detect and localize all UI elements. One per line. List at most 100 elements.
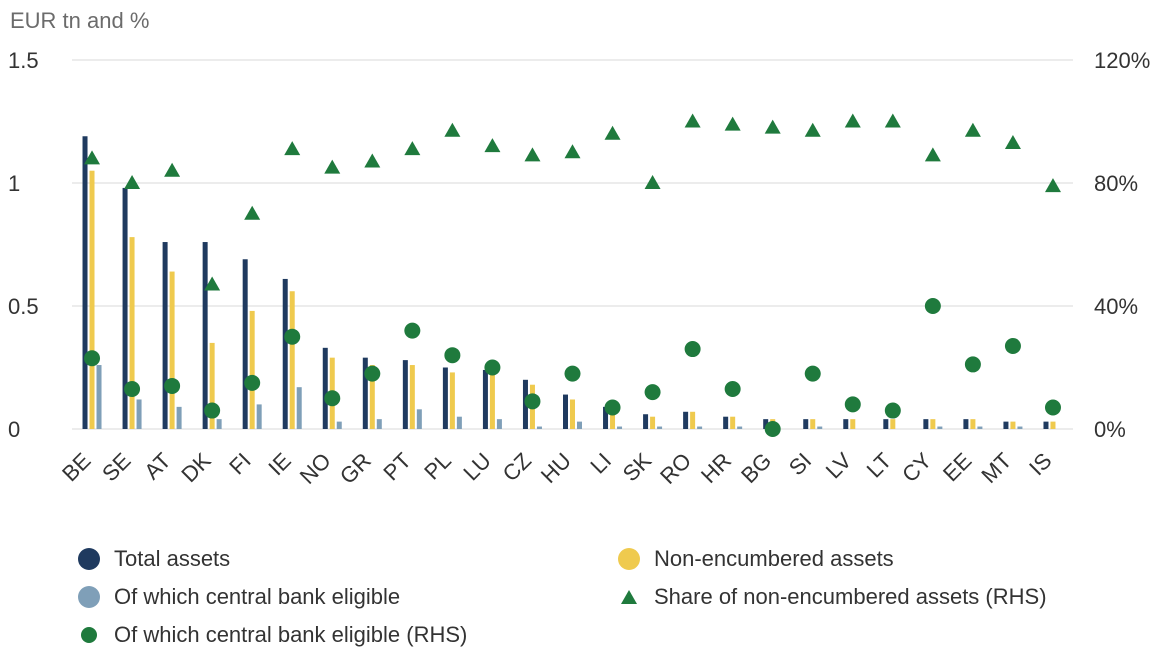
left-axis-tick-label-1: 1 bbox=[8, 171, 20, 196]
bar-total-assets-pl bbox=[442, 367, 448, 429]
point-share-of-non-encumbered-assets-rhs-cz bbox=[524, 147, 541, 162]
bar-total-assets-dk bbox=[202, 242, 208, 429]
x-axis-label-hu: HU bbox=[536, 448, 576, 488]
point-of-which-central-bank-eligible-rhs-se bbox=[124, 381, 141, 398]
point-share-of-non-encumbered-assets-rhs-bg bbox=[764, 119, 781, 134]
point-of-which-central-bank-eligible-rhs-mt bbox=[1004, 337, 1021, 354]
bar-total-assets-mt bbox=[1003, 421, 1009, 429]
bar-total-assets-lu bbox=[482, 369, 488, 429]
x-axis-label-is: IS bbox=[1024, 448, 1056, 480]
x-axis-label-at: AT bbox=[139, 448, 175, 484]
bar-of-which-central-bank-eligible-se bbox=[136, 399, 142, 429]
bar-total-assets-is bbox=[1043, 421, 1049, 429]
point-of-which-central-bank-eligible-rhs-lu bbox=[484, 359, 501, 376]
point-share-of-non-encumbered-assets-rhs-be bbox=[84, 150, 101, 165]
bar-total-assets-hr bbox=[723, 416, 729, 429]
x-axis-label-bg: BG bbox=[736, 448, 776, 488]
legend-triangle-icon bbox=[621, 590, 637, 604]
point-share-of-non-encumbered-assets-rhs-hu bbox=[564, 144, 581, 159]
bar-of-which-central-bank-eligible-pl bbox=[456, 416, 462, 429]
point-share-of-non-encumbered-assets-rhs-mt bbox=[1004, 135, 1021, 150]
bar-of-which-central-bank-eligible-be bbox=[96, 365, 102, 429]
legend-item-central-bank-eligible: Of which central bank eligible bbox=[78, 582, 400, 612]
bar-of-which-central-bank-eligible-lu bbox=[496, 419, 502, 429]
bar-of-which-central-bank-eligible-hr bbox=[737, 426, 743, 429]
unit-label: EUR tn and % bbox=[10, 8, 150, 33]
bar-of-which-central-bank-eligible-sk bbox=[657, 426, 663, 429]
bar-non-encumbered-assets-hr bbox=[730, 416, 736, 429]
x-axis-label-cy: CY bbox=[897, 448, 937, 488]
bar-non-encumbered-assets-be bbox=[89, 170, 95, 429]
legend-label-share-rhs: Share of non-encumbered assets (RHS) bbox=[654, 584, 1047, 609]
legend-label-central-bank-eligible-rhs: Of which central bank eligible (RHS) bbox=[114, 622, 468, 647]
bar-of-which-central-bank-eligible-ee bbox=[977, 426, 983, 429]
right-axis-tick-label-0: 0% bbox=[1094, 417, 1126, 442]
x-axis-label-se: SE bbox=[97, 448, 135, 486]
bar-of-which-central-bank-eligible-gr bbox=[376, 419, 382, 429]
point-of-which-central-bank-eligible-rhs-be bbox=[84, 350, 101, 367]
legend-item-non-encumbered-assets: Non-encumbered assets bbox=[618, 544, 894, 574]
bar-non-encumbered-assets-sk bbox=[650, 416, 656, 429]
point-of-which-central-bank-eligible-rhs-ie bbox=[284, 328, 301, 345]
legend-swatch-non-encumbered-assets bbox=[618, 548, 640, 570]
point-of-which-central-bank-eligible-rhs-hr bbox=[724, 381, 741, 398]
bar-of-which-central-bank-eligible-hu bbox=[577, 421, 582, 429]
x-axis-label-mt: MT bbox=[976, 448, 1016, 488]
bar-total-assets-bg bbox=[763, 419, 769, 429]
bar-non-encumbered-assets-lu bbox=[489, 374, 495, 429]
x-axis-label-no: NO bbox=[295, 448, 336, 489]
point-of-which-central-bank-eligible-rhs-cz bbox=[524, 393, 541, 410]
point-of-which-central-bank-eligible-rhs-ee bbox=[964, 356, 981, 373]
bar-of-which-central-bank-eligible-cy bbox=[937, 426, 943, 429]
x-axis-label-hr: HR bbox=[696, 448, 736, 488]
bar-total-assets-lv bbox=[843, 419, 849, 429]
point-of-which-central-bank-eligible-rhs-ro bbox=[684, 341, 701, 358]
bar-non-encumbered-assets-mt bbox=[1010, 421, 1016, 429]
point-share-of-non-encumbered-assets-rhs-gr bbox=[364, 153, 381, 168]
bar-of-which-central-bank-eligible-fi bbox=[256, 404, 262, 429]
legend-swatch-total-assets bbox=[78, 548, 100, 570]
bar-non-encumbered-assets-hu bbox=[570, 399, 575, 429]
bar-total-assets-no bbox=[322, 347, 328, 429]
legend-item-central-bank-eligible-rhs: Of which central bank eligible (RHS) bbox=[78, 620, 467, 650]
right-axis-tick-label-40: 40% bbox=[1094, 294, 1138, 319]
x-axis-label-be: BE bbox=[57, 448, 95, 486]
point-of-which-central-bank-eligible-rhs-cy bbox=[924, 298, 941, 314]
bar-total-assets-at bbox=[162, 242, 168, 429]
point-share-of-non-encumbered-assets-rhs-sk bbox=[644, 175, 661, 189]
point-of-which-central-bank-eligible-rhs-lt bbox=[884, 402, 901, 419]
right-axis-tick-label-120: 120% bbox=[1094, 48, 1150, 73]
point-share-of-non-encumbered-assets-rhs-pl bbox=[444, 122, 461, 137]
bar-total-assets-li bbox=[603, 406, 609, 429]
bar-total-assets-hu bbox=[563, 394, 568, 429]
bar-total-assets-si bbox=[803, 419, 809, 429]
legend-label-total-assets: Total assets bbox=[114, 546, 231, 571]
bar-of-which-central-bank-eligible-at bbox=[176, 406, 182, 429]
point-share-of-non-encumbered-assets-rhs-lt bbox=[884, 113, 901, 128]
point-share-of-non-encumbered-assets-rhs-ee bbox=[964, 122, 981, 137]
point-share-of-non-encumbered-assets-rhs-lu bbox=[484, 138, 501, 153]
point-share-of-non-encumbered-assets-rhs-si bbox=[804, 122, 821, 137]
bar-of-which-central-bank-eligible-pt bbox=[416, 409, 422, 429]
point-of-which-central-bank-eligible-rhs-pt bbox=[404, 322, 421, 339]
bar-non-encumbered-assets-ro bbox=[690, 411, 696, 429]
x-axis-label-ie: IE bbox=[263, 448, 295, 480]
point-share-of-non-encumbered-assets-rhs-no bbox=[324, 159, 341, 174]
bar-of-which-central-bank-eligible-mt bbox=[1017, 426, 1023, 429]
x-axis-label-lv: LV bbox=[821, 448, 857, 484]
legend: Total assets Non-encumbered assets Of wh… bbox=[70, 540, 1160, 650]
bar-non-encumbered-assets-lt bbox=[890, 419, 896, 429]
bar-of-which-central-bank-eligible-ro bbox=[697, 426, 703, 429]
chart-plot: 0 0.5 1 1.5 0% 40% 80% 120% BE SE AT DK FI IE NO GR PT… bbox=[8, 48, 1150, 489]
x-axis-label-cz: CZ bbox=[498, 448, 536, 486]
x-axis-label-gr: GR bbox=[335, 448, 376, 489]
bar-non-encumbered-assets-is bbox=[1050, 421, 1056, 429]
bar-total-assets-pt bbox=[402, 360, 408, 429]
point-of-which-central-bank-eligible-rhs-at bbox=[164, 377, 181, 394]
point-share-of-non-encumbered-assets-rhs-is bbox=[1044, 178, 1061, 193]
x-axis-label-ee: EE bbox=[938, 448, 976, 486]
bar-non-encumbered-assets-se bbox=[129, 237, 135, 429]
legend-item-share-rhs: Share of non-encumbered assets (RHS) bbox=[618, 582, 1047, 612]
bar-of-which-central-bank-eligible-li bbox=[617, 426, 623, 429]
